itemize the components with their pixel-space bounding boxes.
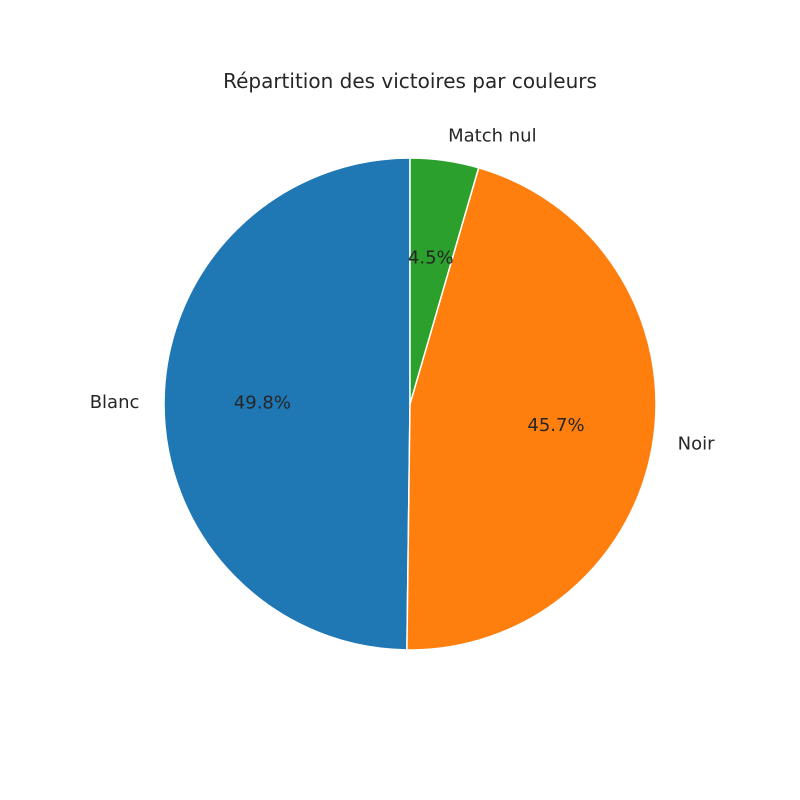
chart-title: Répartition des victoires par couleurs <box>223 69 597 93</box>
pie-category-label: Blanc <box>90 392 140 413</box>
pie-pct-label: 45.7% <box>527 415 584 436</box>
pie-slice-noir <box>406 167 657 651</box>
pie-category-label: Noir <box>678 433 715 454</box>
pie-slice-blanc <box>163 157 411 651</box>
pie-pct-label: 49.8% <box>234 393 291 414</box>
pie-slice-match-nul <box>409 157 480 405</box>
pie-slices <box>163 157 657 651</box>
pie-labels: 49.8% Blanc 45.7% Noir 4.5% Match nul <box>90 126 715 455</box>
pie-category-label: Match nul <box>448 126 536 147</box>
pie-pct-label: 4.5% <box>408 247 454 268</box>
